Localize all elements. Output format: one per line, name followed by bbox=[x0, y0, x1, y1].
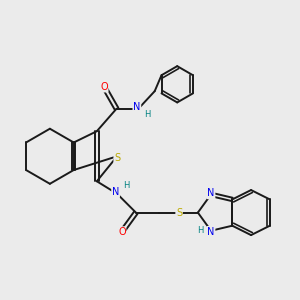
Text: N: N bbox=[207, 188, 215, 199]
Text: S: S bbox=[176, 208, 182, 218]
Text: H: H bbox=[144, 110, 150, 119]
Text: N: N bbox=[112, 187, 119, 197]
Text: N: N bbox=[133, 102, 140, 112]
Text: O: O bbox=[100, 82, 108, 92]
Text: H: H bbox=[123, 182, 129, 190]
Text: H: H bbox=[197, 226, 203, 235]
Text: S: S bbox=[114, 153, 120, 163]
Text: N: N bbox=[207, 227, 215, 237]
Text: O: O bbox=[118, 227, 126, 237]
